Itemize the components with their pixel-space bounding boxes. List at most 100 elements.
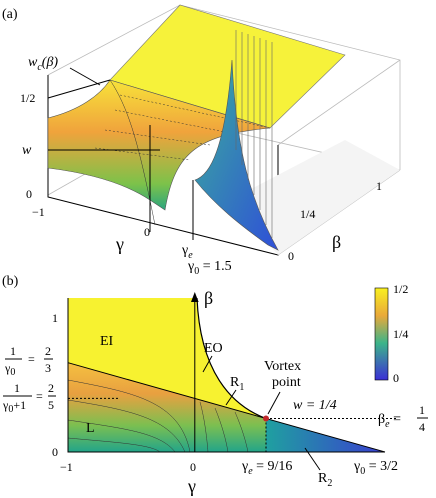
vortex-label: point xyxy=(272,375,301,390)
frac-b: 1 γ0+1 = 2 5 xyxy=(2,381,56,415)
x-tick: −1 xyxy=(32,205,45,219)
region-ei xyxy=(68,298,266,419)
z-tick: 1/2 xyxy=(20,91,35,105)
panel-label: (b) xyxy=(2,274,19,289)
r2-label: R2 xyxy=(318,471,332,489)
vortex-label: Vortex xyxy=(264,359,301,374)
eq: = xyxy=(36,389,43,403)
beta-e-base: β xyxy=(378,412,385,427)
val-den: 5 xyxy=(48,398,54,412)
beta-e-sub: e xyxy=(385,419,390,430)
gamma-e-rest: = 9/16 xyxy=(253,459,293,474)
r1-label: R1 xyxy=(230,375,244,393)
axes xyxy=(67,298,385,453)
z-tick: 0 xyxy=(26,187,32,201)
wc-label: wc(β) xyxy=(28,55,58,73)
colorbar xyxy=(374,287,389,381)
den-sub: 0 xyxy=(10,367,15,378)
val-num: 2 xyxy=(48,381,54,395)
colorbar-tick: 1/4 xyxy=(393,327,408,341)
panel-a: (a) wc(β) 1/2 w 0 −1 0 γ γe γ0 = 1.5 1/4… xyxy=(2,4,401,277)
den-base: γ xyxy=(4,361,11,375)
r-sub: 2 xyxy=(327,478,332,489)
region-label: L xyxy=(86,421,95,436)
beta-e-den: 4 xyxy=(419,420,425,434)
x-tick: 0 xyxy=(144,225,150,239)
vortex-point xyxy=(263,415,269,422)
surface xyxy=(47,79,271,211)
num: 1 xyxy=(10,344,16,358)
wc-pointer xyxy=(69,67,101,86)
pointer xyxy=(304,447,321,471)
x-tick: −1 xyxy=(60,460,73,474)
gamma-0-rest: = 1.5 xyxy=(199,259,231,274)
val-num: 2 xyxy=(45,344,51,358)
beta-e-num: 1 xyxy=(419,403,425,417)
eo-curve xyxy=(196,297,267,420)
gamma-e: γe xyxy=(181,243,193,261)
den: γ0 xyxy=(4,361,15,378)
gamma-0: γ0 = 1.5 xyxy=(187,259,232,277)
val-den: 3 xyxy=(45,361,51,375)
surface-blue xyxy=(194,59,279,251)
colorbar-tick: 1/2 xyxy=(393,282,408,296)
y-tick: 1 xyxy=(52,311,58,325)
arrow xyxy=(191,292,199,302)
contours xyxy=(67,379,249,453)
y-tick: 0 xyxy=(52,445,58,459)
wc-sub: c xyxy=(37,62,42,73)
panel-label: (a) xyxy=(2,7,18,22)
region-label: EI xyxy=(100,334,114,349)
pointer xyxy=(267,391,281,415)
dashed-guides xyxy=(68,397,398,452)
x-tick: 0 xyxy=(190,460,196,474)
guide xyxy=(47,79,194,240)
beta-e-eq: = xyxy=(390,412,402,427)
colorbar-tick: 0 xyxy=(393,371,399,385)
z-tick: w xyxy=(22,143,32,158)
floor-region xyxy=(230,140,400,255)
y-tick: 1 xyxy=(376,179,382,193)
surface-contours xyxy=(94,94,271,161)
den: γ0+1 xyxy=(2,398,26,415)
pointer xyxy=(202,355,213,373)
gamma-0-rest: = 3/2 xyxy=(365,459,398,474)
gamma-e: γe = 9/16 xyxy=(241,459,292,477)
gamma-e-sub: e xyxy=(188,250,193,261)
y-label: β xyxy=(204,288,213,308)
gamma-e-base: γ xyxy=(181,243,188,258)
gamma-e-sub: e xyxy=(248,466,253,477)
wc-rest: (β) xyxy=(42,55,59,70)
pointer xyxy=(225,389,237,406)
y-label: β xyxy=(332,232,341,252)
gamma-0: γ0 = 3/2 xyxy=(353,459,398,477)
den-rest: +1 xyxy=(13,398,26,412)
y-tick: 1/4 xyxy=(300,207,315,221)
w-label: w = 1/4 xyxy=(293,398,337,413)
beta-e: βe = 1 4 xyxy=(378,403,428,434)
panel-b: (b) β γ 1 0 −1 0 1 γ0 = 2 3 1 γ0+1 = 2 5… xyxy=(2,274,428,496)
gamma-0-base: γ xyxy=(353,459,360,474)
r-base: R xyxy=(318,471,328,486)
gamma-e-base: γ xyxy=(241,459,248,474)
region-l xyxy=(68,362,266,452)
gamma-0-base: γ xyxy=(187,259,194,274)
beta-e-text: βe = xyxy=(378,412,401,430)
wc-base: w xyxy=(28,55,38,70)
x-label: γ xyxy=(187,476,196,496)
x-label: γ xyxy=(115,234,124,254)
y-tick: 0 xyxy=(288,249,294,263)
frac-a: 1 γ0 = 2 3 xyxy=(4,344,53,378)
den-sub: 0 xyxy=(8,404,13,415)
den-base: γ xyxy=(2,398,9,412)
gamma-0-sub: 0 xyxy=(360,466,365,477)
gamma-0-sub: 0 xyxy=(194,266,199,277)
hatch xyxy=(235,30,273,238)
eq: = xyxy=(28,352,35,366)
num: 1 xyxy=(14,381,20,395)
r-sub: 1 xyxy=(239,382,244,393)
region-label: EO xyxy=(204,341,223,356)
boundary xyxy=(67,362,386,453)
r-base: R xyxy=(230,375,240,390)
